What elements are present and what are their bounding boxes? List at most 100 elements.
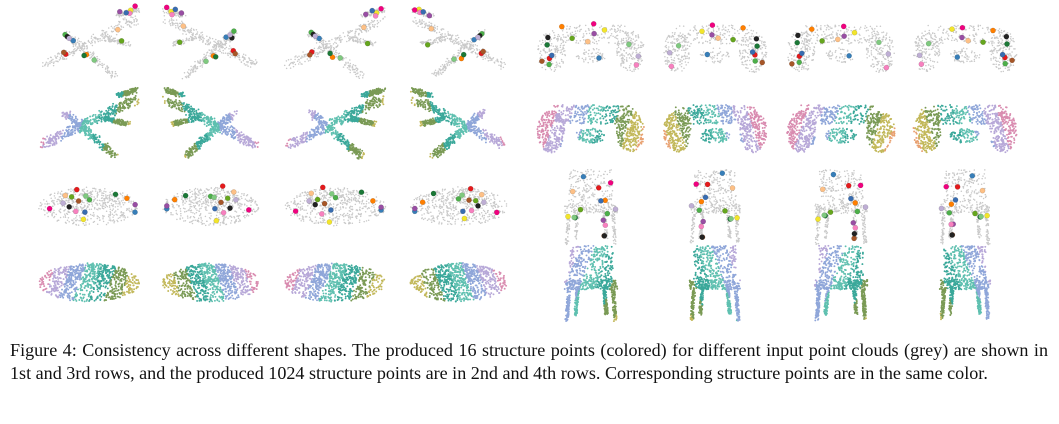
structure-point-14 bbox=[549, 52, 555, 59]
structure-point-14 bbox=[82, 209, 88, 215]
structure-point-6 bbox=[80, 216, 87, 223]
airplane-point-cloud-plot bbox=[283, 5, 386, 80]
chair-point-cloud-plot bbox=[563, 168, 619, 246]
dense-structure-points bbox=[912, 104, 1018, 154]
chair-point-cloud-plot bbox=[563, 244, 619, 323]
structure-point-16 bbox=[972, 210, 978, 217]
structure-point-4 bbox=[164, 203, 170, 209]
structure-point-8 bbox=[698, 223, 705, 230]
grey-input-points bbox=[537, 24, 645, 73]
structure-point-16 bbox=[176, 39, 183, 46]
structure-point-13 bbox=[361, 24, 367, 31]
structure-point-12 bbox=[66, 35, 73, 42]
structure-point-11 bbox=[978, 213, 984, 220]
structure-point-9 bbox=[699, 234, 705, 240]
structure-point-12 bbox=[312, 33, 319, 39]
chair-point-cloud-plot bbox=[813, 244, 869, 322]
dense-structure-points bbox=[786, 104, 896, 154]
structure-point-3 bbox=[752, 58, 758, 64]
structure-point-6 bbox=[734, 215, 740, 221]
grey-input-points bbox=[42, 7, 141, 79]
structure-point-5 bbox=[329, 54, 336, 61]
airplane-sparse-cloud-4 bbox=[404, 6, 514, 82]
car-sparse-cloud-2 bbox=[156, 164, 266, 240]
structure-point-13 bbox=[965, 37, 971, 44]
structure-point-7 bbox=[232, 50, 238, 57]
structure-point-12 bbox=[306, 198, 312, 204]
structure-point-14 bbox=[328, 207, 334, 213]
structure-point-4 bbox=[117, 8, 123, 15]
structure-point-4 bbox=[709, 32, 715, 38]
structure-point-11 bbox=[83, 193, 89, 199]
grey-input-points bbox=[939, 169, 991, 246]
structure-point-2 bbox=[471, 36, 477, 43]
structure-point-8 bbox=[468, 207, 475, 214]
structure-point-4 bbox=[132, 201, 138, 208]
structure-point-12 bbox=[481, 199, 487, 206]
structure-point-2 bbox=[580, 173, 587, 180]
grey-input-points bbox=[787, 24, 895, 73]
structure-point-16 bbox=[314, 196, 321, 203]
chair-sparse-cloud-1 bbox=[536, 164, 646, 246]
car-point-cloud-plot bbox=[38, 262, 140, 303]
structure-point-8 bbox=[668, 63, 675, 70]
grey-input-points bbox=[162, 7, 258, 80]
structure-point-6 bbox=[984, 212, 990, 219]
structure-point-5 bbox=[558, 23, 565, 30]
structure-point-10 bbox=[754, 43, 760, 49]
structure-point-3 bbox=[854, 208, 861, 215]
structure-point-3 bbox=[546, 61, 552, 68]
structure-point-15 bbox=[494, 209, 500, 216]
motorbike-point-cloud-plot bbox=[786, 104, 896, 154]
grey-input-points bbox=[283, 7, 386, 80]
structure-point-6 bbox=[326, 219, 333, 225]
car-point-cloud-plot bbox=[38, 186, 138, 227]
structure-point-14 bbox=[702, 194, 709, 201]
structure-point-3 bbox=[231, 28, 237, 34]
structure-point-10 bbox=[460, 51, 467, 58]
structure-point-8 bbox=[852, 225, 859, 231]
structure-point-15 bbox=[943, 183, 950, 190]
chair-dense-cloud-4 bbox=[910, 240, 1020, 321]
structure-point-10 bbox=[327, 50, 333, 57]
airplane-dense-cloud-1 bbox=[34, 86, 144, 162]
chair-dense-cloud-3 bbox=[786, 240, 896, 322]
structure-point-1 bbox=[954, 184, 961, 190]
structure-point-2 bbox=[70, 37, 77, 44]
structure-point-15 bbox=[857, 182, 864, 189]
car-dense-cloud-2 bbox=[156, 240, 266, 316]
airplane-point-cloud-plot bbox=[411, 6, 506, 77]
structure-point-6 bbox=[565, 213, 571, 220]
structure-point-13 bbox=[569, 188, 576, 195]
structure-point-13 bbox=[819, 186, 826, 193]
structure-point-8 bbox=[602, 222, 609, 229]
dense-structure-points bbox=[284, 262, 386, 303]
figure-4 bbox=[34, 3, 1020, 323]
grey-input-points bbox=[38, 186, 138, 227]
motorbike-point-cloud-plot bbox=[787, 23, 895, 73]
structure-point-15 bbox=[378, 5, 384, 12]
airplane-point-cloud-plot bbox=[285, 87, 387, 160]
structure-point-7 bbox=[759, 59, 765, 66]
airplane-dense-cloud-4 bbox=[404, 86, 514, 162]
car-sparse-cloud-3 bbox=[280, 164, 390, 240]
structure-point-10 bbox=[358, 189, 365, 196]
chair-point-cloud-plot bbox=[688, 244, 741, 322]
motorbike-dense-cloud-2 bbox=[660, 86, 770, 162]
dense-structure-points bbox=[285, 87, 387, 160]
structure-point-6 bbox=[461, 215, 468, 222]
car-point-cloud-plot bbox=[409, 185, 508, 226]
structure-point-15 bbox=[590, 20, 597, 27]
structure-point-3 bbox=[86, 197, 93, 203]
structure-point-2 bbox=[223, 34, 229, 40]
structure-point-14 bbox=[123, 10, 129, 16]
structure-point-15 bbox=[132, 3, 138, 9]
structure-point-8 bbox=[169, 11, 175, 18]
grey-input-points bbox=[913, 24, 1018, 73]
structure-point-4 bbox=[841, 33, 847, 40]
structure-point-11 bbox=[571, 214, 578, 221]
chair-sparse-cloud-4 bbox=[910, 164, 1020, 246]
structure-point-5 bbox=[808, 26, 815, 33]
structure-point-5 bbox=[698, 198, 705, 205]
structure-point-16 bbox=[224, 195, 231, 202]
